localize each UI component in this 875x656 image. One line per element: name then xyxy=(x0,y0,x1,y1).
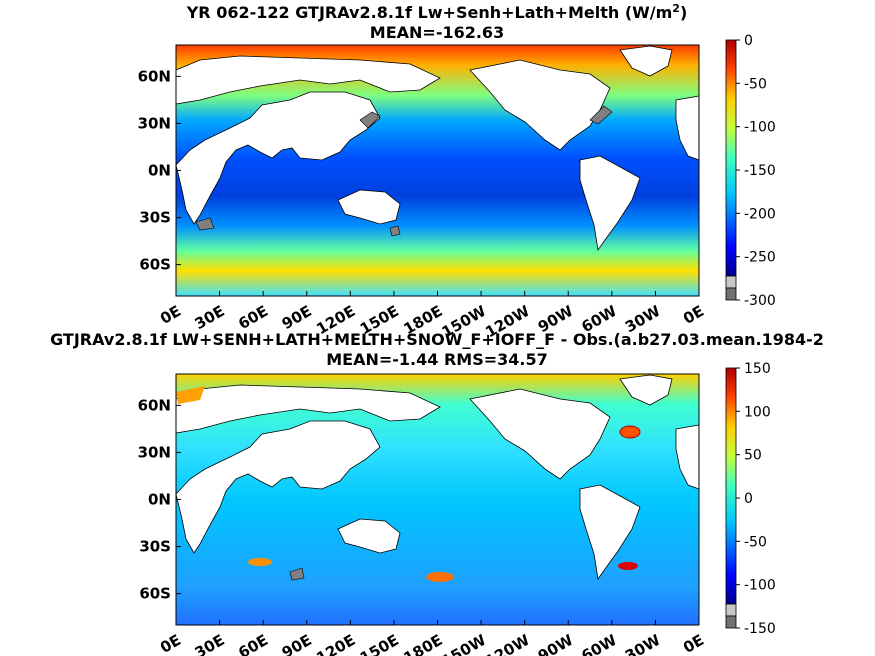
colorbar-tick-label: -50 xyxy=(744,76,767,92)
y-tick-label: 30S xyxy=(139,209,171,227)
colorbar-tick-label: -50 xyxy=(744,534,767,550)
y-tick-label: 30N xyxy=(138,114,171,132)
y-tick-label: 60N xyxy=(138,67,171,85)
panel-2-anomaly-patches xyxy=(176,386,641,582)
x-tick-label: 90E xyxy=(279,631,315,656)
x-tick-label: 60E xyxy=(235,631,271,656)
colorbar-tick-label: 0 xyxy=(744,491,753,507)
panel-1-y-ticks: 60N 30N 0N 30S 60S xyxy=(138,67,181,274)
colorbar-tick-label: 0 xyxy=(744,33,753,49)
colorbar-tick-label: -200 xyxy=(744,206,776,222)
x-tick-label: 0E xyxy=(157,302,184,328)
panel-2-anomaly-gulfstream xyxy=(619,425,641,439)
x-tick-label: 120E xyxy=(313,631,358,656)
panel-2-colorbar-lowlight xyxy=(725,603,737,617)
panel-1-colorbar-lowlight xyxy=(725,275,737,289)
x-tick-label: 0E xyxy=(680,302,707,328)
panel-1-map xyxy=(175,44,700,297)
panel-1-subtitle: MEAN=-162.63 xyxy=(370,23,504,42)
y-tick-label: 30S xyxy=(139,538,171,556)
x-tick-label: 150E xyxy=(357,631,402,656)
panel-2-y-ticks: 60N 30N 0N 30S 60S xyxy=(138,396,181,603)
x-tick-label: 30E xyxy=(192,302,228,333)
y-tick-label: 60N xyxy=(138,396,171,414)
panel-1-colorbar-missing xyxy=(725,287,737,301)
colorbar-tick-label: 50 xyxy=(744,448,762,464)
panel-2-anomaly-south-pacific xyxy=(426,572,454,582)
x-tick-label: 60E xyxy=(235,302,271,333)
panel-2: GTJRAv2.8.1f LW+SENH+LATH+MELTH+SNOW_F+I… xyxy=(50,330,824,656)
panel-1-title: YR 062-122 GTJRAv2.8.1f Lw+Senh+Lath+Mel… xyxy=(186,2,688,22)
panel-2-subtitle: MEAN=-1.44 RMS=34.57 xyxy=(326,350,548,369)
colorbar-tick-label: -100 xyxy=(744,120,776,136)
panel-1-land xyxy=(175,45,700,252)
x-tick-label: 0E xyxy=(680,631,707,656)
x-tick-label: 150W xyxy=(439,631,490,656)
panel-2-anomaly-arctic xyxy=(176,386,205,404)
panel-2-colorbar: 150 100 50 0 -50 -100 -150 xyxy=(725,361,776,637)
colorbar-tick-label: 100 xyxy=(744,404,771,420)
panel-1-missing-areas xyxy=(195,105,613,237)
colorbar-tick-label: -250 xyxy=(744,250,776,266)
panel-1-colorbar: 0 -50 -100 -150 -200 -250 -300 xyxy=(725,33,776,309)
panel-1-colorbar-ticks: 0 -50 -100 -150 -200 -250 -300 xyxy=(736,33,776,309)
y-tick-label: 0N xyxy=(148,491,171,509)
panel-2-missing-areas xyxy=(289,567,305,581)
panel-1-colorbar-ramp xyxy=(725,39,737,277)
y-tick-label: 30N xyxy=(138,443,171,461)
panel-2-anomaly-south-indian xyxy=(248,558,272,566)
colorbar-tick-label: -300 xyxy=(744,293,776,309)
x-tick-label: 180E xyxy=(401,631,446,656)
x-tick-label: 90E xyxy=(279,302,315,333)
y-tick-label: 60S xyxy=(139,585,171,603)
panel-2-colorbar-ramp xyxy=(725,367,737,605)
panel-2-land xyxy=(175,374,700,581)
x-tick-label: 60W xyxy=(578,631,620,656)
panel-1: YR 062-122 GTJRAv2.8.1f Lw+Senh+Lath+Mel… xyxy=(138,2,776,341)
x-tick-label: 30W xyxy=(622,631,664,656)
y-tick-label: 0N xyxy=(148,162,171,180)
panel-2-colorbar-missing xyxy=(725,615,737,629)
x-tick-label: 30E xyxy=(192,631,228,656)
panel-2-colorbar-ticks: 150 100 50 0 -50 -100 -150 xyxy=(736,361,776,637)
colorbar-tick-label: -150 xyxy=(744,163,776,179)
panel-2-map xyxy=(175,373,700,626)
colorbar-tick-label: -150 xyxy=(744,621,776,637)
colorbar-tick-label: -100 xyxy=(744,578,776,594)
panel-2-anomaly-malvinas xyxy=(618,562,638,570)
y-tick-label: 60S xyxy=(139,256,171,274)
colorbar-tick-label: 150 xyxy=(744,361,771,377)
x-tick-label: 120W xyxy=(482,631,533,656)
panel-2-title: GTJRAv2.8.1f LW+SENH+LATH+MELTH+SNOW_F+I… xyxy=(50,330,824,349)
x-tick-label: 0E xyxy=(157,631,184,656)
x-tick-label: 90W xyxy=(535,631,577,656)
